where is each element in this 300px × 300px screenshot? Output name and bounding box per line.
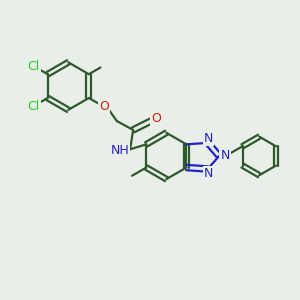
- Text: N: N: [204, 167, 213, 180]
- Text: N: N: [204, 132, 213, 145]
- Text: N: N: [220, 148, 230, 162]
- Text: Cl: Cl: [27, 59, 40, 73]
- Text: NH: NH: [110, 144, 129, 157]
- Text: O: O: [99, 100, 109, 113]
- Text: O: O: [152, 112, 161, 125]
- Text: Cl: Cl: [27, 100, 40, 113]
